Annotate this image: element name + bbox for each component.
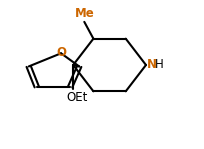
Text: Me: Me xyxy=(74,7,94,20)
Text: H: H xyxy=(154,58,163,71)
Text: OEt: OEt xyxy=(66,91,88,104)
Text: N: N xyxy=(146,58,156,71)
Text: O: O xyxy=(56,46,66,59)
